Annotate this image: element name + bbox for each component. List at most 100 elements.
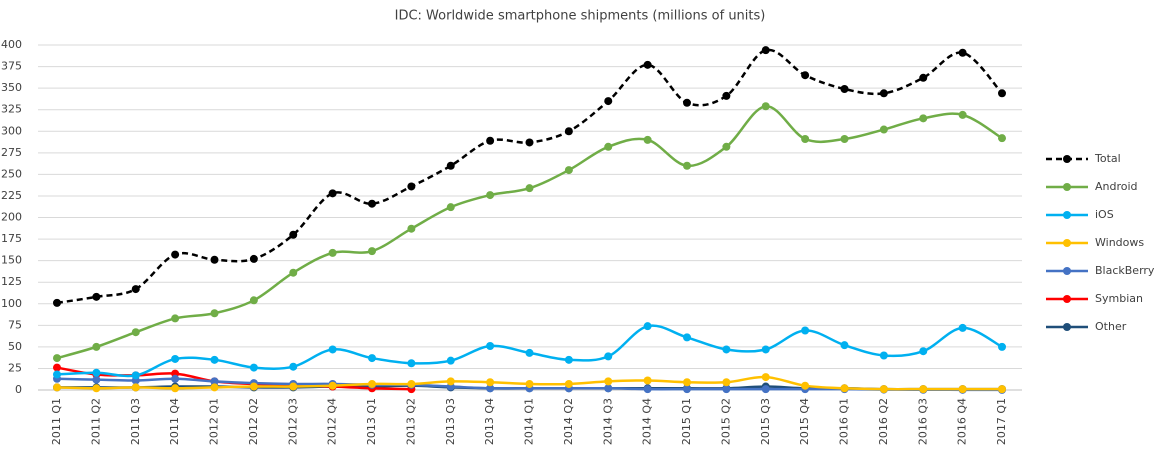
data-point	[761, 102, 770, 111]
data-point	[486, 378, 495, 387]
data-point	[919, 385, 928, 394]
data-point	[801, 135, 810, 144]
data-point	[328, 248, 337, 257]
data-point	[249, 382, 258, 391]
data-point	[171, 384, 180, 393]
y-tick-label: 400	[1, 38, 22, 51]
x-tick-label: 2013 Q4	[483, 398, 496, 445]
x-tick-label: 2016 Q1	[838, 398, 851, 445]
x-tick-label: 2014 Q4	[641, 398, 654, 445]
legend-label: Windows	[1095, 236, 1144, 249]
x-tick-label: 2014 Q3	[601, 398, 614, 445]
data-point	[368, 354, 376, 363]
data-point	[801, 381, 810, 390]
y-tick-label: 275	[1, 146, 22, 159]
data-point	[722, 142, 731, 151]
data-point	[289, 268, 298, 277]
x-tick-label: 2016 Q3	[916, 398, 929, 445]
data-point	[131, 383, 140, 392]
y-tick-label: 325	[1, 103, 22, 116]
data-point	[446, 356, 455, 365]
chart-title: IDC: Worldwide smartphone shipments (mil…	[395, 9, 766, 24]
data-point	[998, 89, 1006, 98]
x-tick-label: 2012 Q3	[286, 398, 299, 445]
data-point	[761, 385, 770, 394]
data-point	[564, 127, 573, 136]
data-point	[643, 135, 652, 144]
y-tick-label: 375	[1, 60, 22, 73]
data-point	[407, 224, 416, 233]
legend-marker	[1063, 155, 1071, 163]
y-tick-label: 0	[15, 383, 22, 396]
data-point	[210, 309, 219, 318]
data-point	[604, 384, 613, 393]
data-point	[210, 377, 219, 386]
y-tick-label: 300	[1, 124, 22, 137]
data-point	[564, 379, 573, 388]
data-point	[407, 359, 416, 368]
legend-marker	[1063, 323, 1071, 331]
data-point	[722, 378, 731, 387]
data-point	[446, 203, 455, 212]
data-point	[486, 191, 495, 200]
data-point	[643, 376, 652, 385]
data-point	[92, 375, 101, 384]
data-point	[92, 384, 101, 393]
data-point	[840, 384, 849, 393]
legend-label: BlackBerry	[1095, 264, 1155, 277]
data-point	[958, 323, 967, 332]
y-tick-label: 175	[1, 232, 22, 245]
x-tick-label: 2011 Q3	[129, 398, 142, 445]
data-point	[328, 345, 337, 354]
x-tick-label: 2014 Q2	[562, 398, 575, 445]
data-point	[328, 189, 337, 198]
x-tick-label: 2013 Q1	[365, 398, 378, 445]
x-tick-label: 2011 Q1	[50, 398, 63, 445]
x-tick-label: 2013 Q3	[444, 398, 457, 445]
data-point	[368, 247, 376, 256]
data-point	[879, 351, 888, 360]
legend-marker	[1063, 211, 1071, 219]
data-point	[722, 385, 731, 394]
y-tick-label: 25	[8, 361, 22, 374]
x-tick-label: 2011 Q4	[168, 398, 181, 445]
data-point	[53, 298, 61, 307]
data-point	[879, 125, 888, 134]
data-point	[998, 134, 1006, 143]
data-point	[683, 333, 691, 342]
data-point	[761, 46, 770, 55]
x-tick-label: 2013 Q2	[404, 398, 417, 445]
data-point	[879, 385, 888, 394]
data-point	[643, 60, 652, 69]
data-point	[92, 368, 101, 377]
data-point	[53, 363, 61, 372]
legend-label: Other	[1095, 320, 1127, 333]
x-tick-label: 2012 Q2	[247, 398, 260, 445]
data-point	[683, 161, 691, 170]
y-tick-label: 100	[1, 297, 22, 310]
data-point	[761, 345, 770, 354]
data-point	[53, 370, 61, 379]
data-point	[525, 348, 534, 357]
y-tick-label: 75	[8, 318, 22, 331]
data-point	[761, 373, 770, 382]
data-point	[958, 48, 967, 57]
legend-marker	[1063, 267, 1071, 275]
data-point	[643, 322, 652, 331]
data-point	[564, 355, 573, 364]
data-point	[171, 354, 180, 363]
data-point	[604, 377, 613, 386]
x-tick-label: 2012 Q1	[208, 398, 221, 445]
data-point	[840, 84, 849, 93]
data-point	[683, 385, 691, 394]
data-point	[643, 385, 652, 394]
x-tick-label: 2017 Q1	[995, 398, 1008, 445]
data-point	[92, 342, 101, 351]
y-tick-label: 225	[1, 189, 22, 202]
data-point	[289, 362, 298, 371]
data-point	[210, 355, 219, 364]
data-point	[525, 379, 534, 388]
data-point	[249, 363, 258, 372]
x-tick-label: 2015 Q3	[759, 398, 772, 445]
